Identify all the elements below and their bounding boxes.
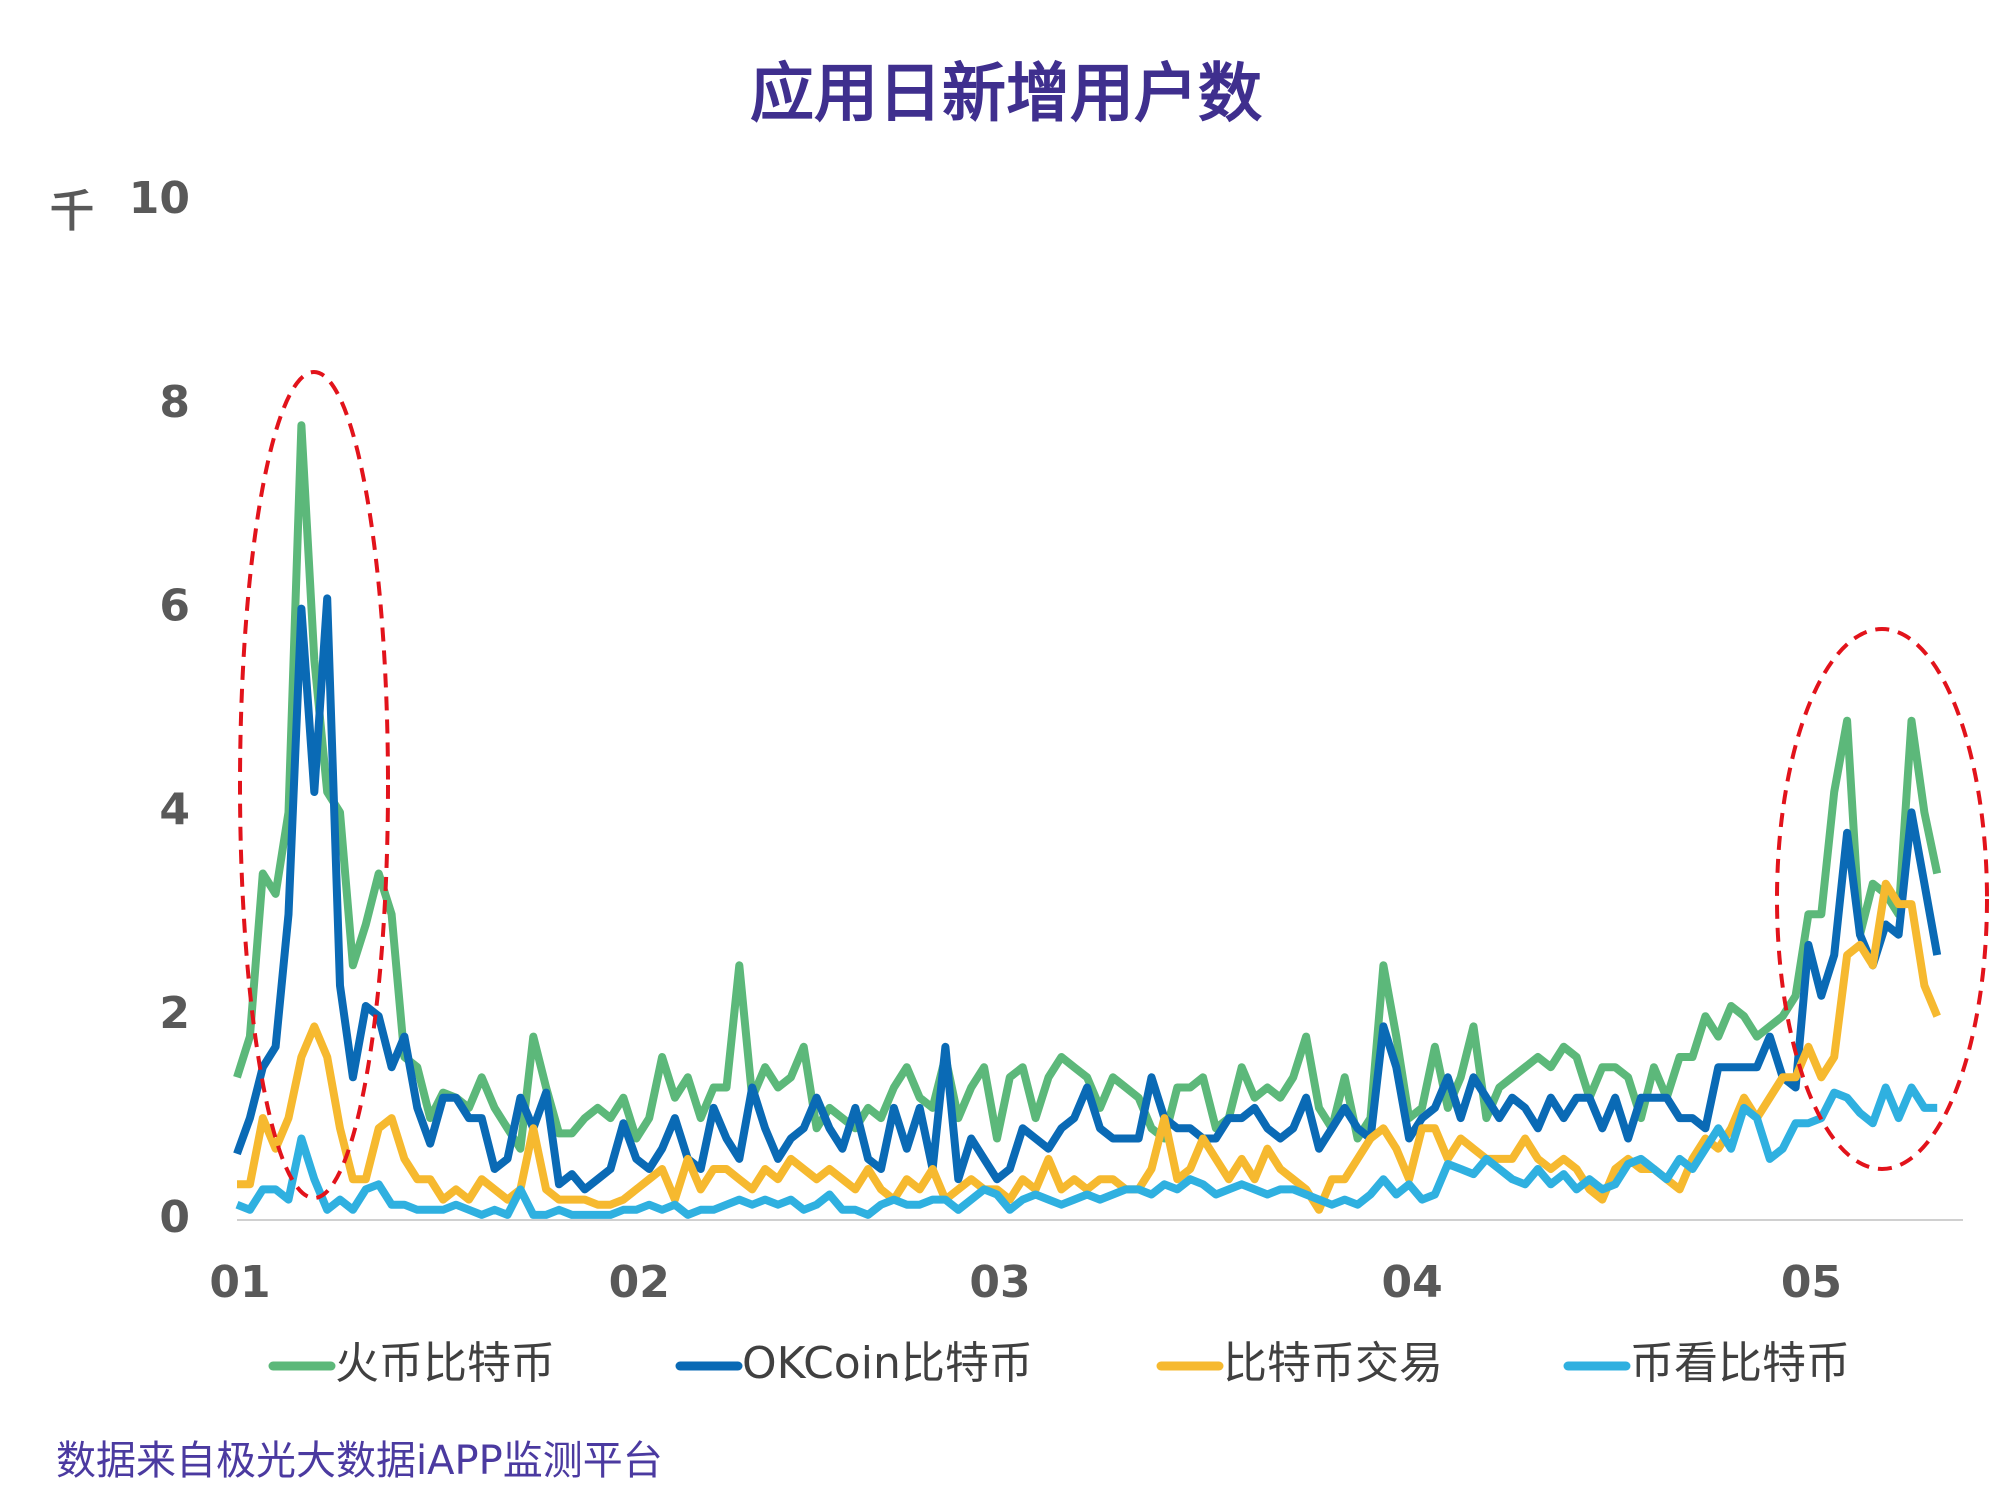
y-axis-label: 千 [50,186,94,237]
legend-label: OKCoin比特币 [742,1338,1033,1389]
x-tick-label: 03 [969,1257,1030,1308]
x-tick-label: 05 [1781,1257,1842,1308]
y-tick-label: 6 [159,581,190,632]
highlight-ellipse [238,370,390,1200]
source-note: 数据来自极光大数据iAPP监测平台 [56,1438,663,1484]
y-tick-label: 8 [159,377,190,428]
series-line [233,594,1942,1194]
chart-title: 应用日新增用户数 [750,58,1262,132]
series-line [235,1083,1938,1219]
highlight-ellipse [1775,627,1989,1171]
x-tick-label: 04 [1382,1257,1443,1308]
x-tick-label: 01 [209,1257,270,1308]
y-tick-label: 10 [129,173,190,224]
y-tick-label: 2 [159,988,190,1039]
legend-label: 火币比特币 [335,1338,555,1389]
x-tick-label: 02 [609,1257,670,1308]
y-tick-label: 0 [159,1192,190,1243]
y-tick-label: 4 [159,784,190,835]
legend-label: 币看比特币 [1630,1338,1850,1389]
series-line [233,421,1942,1153]
legend-label: 比特币交易 [1223,1338,1443,1389]
